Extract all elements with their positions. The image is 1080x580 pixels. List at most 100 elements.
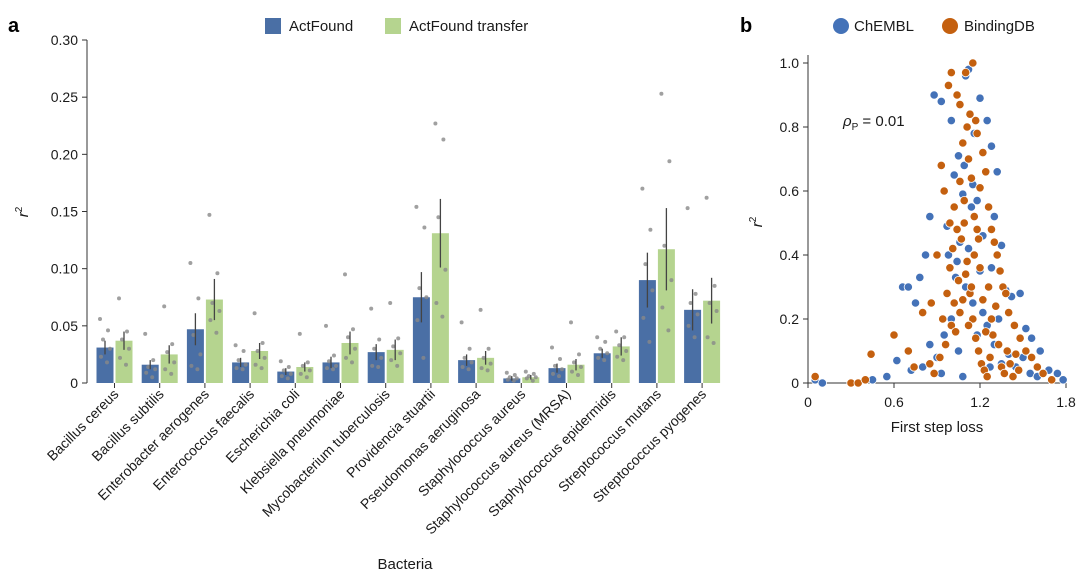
- data-point-actfound: [376, 364, 381, 369]
- data-point-actfound-transfer: [660, 305, 665, 310]
- y-tick-label-b: 0.2: [780, 311, 800, 327]
- scatter-point-bindingdb: [860, 375, 870, 385]
- scatter-point-chembl: [1058, 375, 1068, 385]
- scatter-point-chembl: [939, 330, 949, 340]
- data-point-actfound-transfer: [353, 346, 357, 351]
- scatter-point-bindingdb: [983, 202, 994, 212]
- scatter-point-chembl: [986, 263, 997, 273]
- data-point-actfound-transfer: [346, 335, 350, 340]
- data-point-actfound: [150, 375, 155, 380]
- data-point-actfound-transfer: [170, 342, 175, 347]
- data-point-actfound-transfer: [478, 307, 483, 312]
- data-point-actfound-transfer: [208, 318, 213, 323]
- scatter-point-bindingdb: [975, 263, 985, 273]
- rho-subscript: P: [852, 122, 859, 133]
- legend-label-actfound-transfer: ActFound transfer: [409, 18, 528, 35]
- y-axis-title-b-sup: 2: [748, 216, 759, 222]
- data-point-actfound-transfer: [253, 362, 258, 367]
- scatter-point-bindingdb: [995, 266, 1005, 276]
- data-point-actfound-transfer: [614, 329, 619, 334]
- data-point-actfound: [466, 367, 471, 372]
- y-tick-label-a: 0.30: [51, 32, 78, 48]
- data-point-actfound: [240, 367, 245, 372]
- scatter-point-chembl: [966, 202, 977, 212]
- scatter-point-bindingdb: [1015, 333, 1025, 343]
- y-ticks-b: 0 0.2 0.4 0.6 0.8 1.0: [780, 55, 808, 391]
- scatter-point-chembl: [925, 339, 935, 350]
- data-point-actfound: [99, 354, 103, 359]
- scatter-point-bindingdb: [969, 212, 979, 222]
- data-point-actfound: [370, 363, 375, 368]
- legend-marker-chembl: [833, 18, 849, 34]
- data-point-actfound-transfer: [125, 329, 129, 334]
- data-point-actfound: [602, 358, 607, 363]
- rho-value: = 0.01: [858, 113, 904, 130]
- scatter-point-bindingdb: [981, 167, 991, 177]
- data-point-actfound: [557, 374, 561, 379]
- y-tick-label-b: 0: [791, 375, 799, 391]
- scatter-point-bindingdb: [948, 244, 958, 254]
- data-point-actfound-transfer: [479, 366, 484, 371]
- scatter-point-chembl: [982, 116, 992, 126]
- scatter-point-bindingdb: [1002, 346, 1012, 356]
- data-point-actfound: [558, 356, 562, 361]
- scatter-point-chembl: [978, 307, 988, 318]
- data-point-actfound: [327, 359, 331, 364]
- data-point-actfound-transfer: [577, 352, 581, 357]
- data-point-actfound: [196, 296, 201, 301]
- data-point-actfound: [422, 225, 427, 230]
- data-point-actfound: [101, 337, 105, 342]
- data-point-actfound: [686, 323, 691, 328]
- y-axis-title-b-symbol: r: [749, 221, 766, 227]
- scatter-point-chembl: [958, 371, 968, 382]
- data-point-actfound: [462, 355, 467, 360]
- data-point-actfound: [288, 371, 293, 376]
- legend-swatch-actfound-transfer: [385, 18, 401, 34]
- y-tick-label-a: 0.10: [51, 261, 78, 277]
- data-point-actfound-transfer: [259, 366, 264, 371]
- y-tick-label-a: 0.05: [51, 318, 78, 334]
- scatter-point-bindingdb: [963, 154, 974, 164]
- scatter-point-bindingdb: [949, 298, 959, 308]
- data-point-actfound-transfer: [162, 304, 167, 309]
- data-point-actfound: [693, 291, 698, 296]
- data-point-actfound: [98, 316, 102, 321]
- scatter-point-chembl: [989, 212, 999, 222]
- scatter-point-bindingdb: [946, 68, 956, 78]
- data-point-actfound: [512, 372, 517, 377]
- data-point-actfound-transfer: [172, 360, 177, 365]
- scatter-point-chembl: [929, 90, 939, 100]
- axes-a: 0 0.05 0.10 0.15 0.20 0.25 0.30 r2 Bacteria: [14, 32, 433, 573]
- data-point-actfound-transfer: [300, 363, 305, 368]
- bar-actfound-staphylococcus-aureus-mrsa: [548, 368, 566, 383]
- data-point-actfound: [598, 346, 603, 351]
- scatter-point-bindingdb: [952, 224, 962, 234]
- legend-b: ChEMBL BindingDB: [833, 18, 1035, 35]
- data-point-actfound: [647, 339, 652, 344]
- data-point-actfound: [191, 332, 196, 337]
- data-point-actfound: [685, 206, 690, 211]
- scatter-point-bindingdb: [963, 320, 974, 330]
- scatter-point-bindingdb: [972, 128, 982, 138]
- data-point-actfound-transfer: [210, 300, 215, 305]
- scatter-point-chembl: [925, 212, 935, 222]
- data-point-actfound-transfer: [304, 375, 309, 380]
- data-point-actfound-transfer: [165, 350, 170, 355]
- data-point-actfound-transfer: [389, 358, 394, 363]
- data-point-actfound-transfer: [704, 195, 709, 200]
- data-point-actfound: [379, 355, 384, 360]
- data-point-actfound: [551, 371, 555, 376]
- data-point-actfound: [415, 318, 420, 323]
- rho-symbol: ρ: [842, 113, 852, 130]
- scatter-point-bindingdb: [946, 320, 956, 330]
- data-point-actfound: [467, 346, 472, 351]
- scatter-point-bindingdb: [949, 202, 959, 212]
- data-point-actfound: [331, 367, 335, 372]
- data-point-actfound: [153, 367, 158, 372]
- y-tick-label-a: 0.15: [51, 204, 78, 220]
- scatter-point-bindingdb: [962, 122, 972, 132]
- scatter-point-bindingdb: [909, 362, 919, 372]
- data-point-actfound: [325, 366, 329, 371]
- data-point-actfound-transfer: [434, 300, 439, 305]
- data-point-actfound-transfer: [215, 271, 220, 276]
